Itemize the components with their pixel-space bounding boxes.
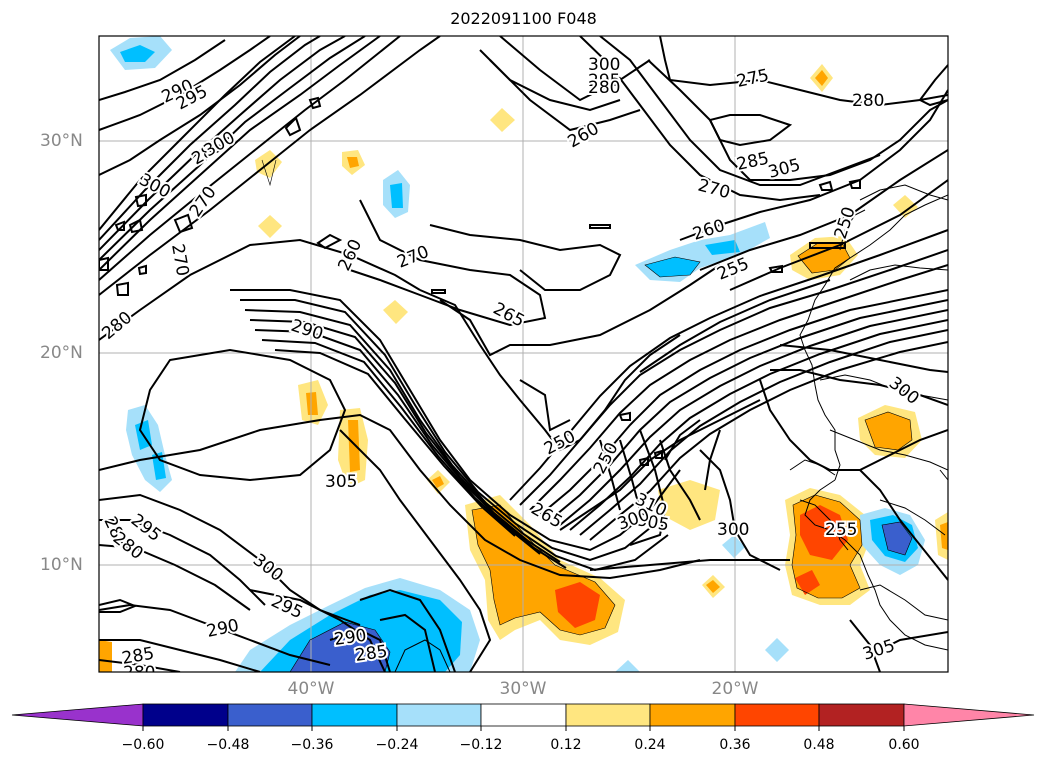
shading-blob bbox=[99, 640, 112, 672]
colorbar-segment bbox=[734, 703, 820, 727]
shading-blob bbox=[645, 257, 700, 277]
shading-blob bbox=[555, 582, 600, 628]
lat-label-30n: 30°N bbox=[40, 131, 83, 151]
colorbar-tick-marks bbox=[142, 726, 905, 731]
colorbar-high-extend bbox=[903, 703, 1035, 727]
shading-blob bbox=[722, 535, 745, 558]
contour-label: 300 bbox=[717, 520, 749, 540]
contour-label: 280 bbox=[123, 663, 155, 683]
contour-label: 295 bbox=[588, 71, 620, 91]
colorbar-segment bbox=[142, 703, 229, 727]
map-frame bbox=[98, 35, 949, 673]
shading-blob bbox=[658, 480, 720, 530]
colorbar-tick-label: 0.24 bbox=[634, 737, 666, 753]
shading-blob bbox=[383, 300, 408, 324]
lon-label-20w: 20°W bbox=[711, 679, 759, 699]
shading-blob bbox=[795, 570, 820, 595]
colorbar-segment bbox=[565, 703, 651, 727]
colorbar-tick-label: −0.12 bbox=[459, 737, 503, 753]
shading-blob bbox=[800, 505, 848, 560]
contour-label: 305 bbox=[325, 472, 357, 492]
colorbar-tick-label: −0.24 bbox=[375, 737, 419, 753]
colorbar-tick-label: 0.60 bbox=[888, 737, 920, 753]
shading-blob bbox=[865, 412, 912, 450]
shading-blob bbox=[882, 522, 912, 555]
colorbar-segment bbox=[818, 703, 905, 727]
shading-blob bbox=[615, 660, 640, 672]
shading-blob bbox=[390, 183, 403, 208]
map-plot-area: 300 295 290 280 275 280 260 285 270 265 … bbox=[99, 36, 948, 683]
gridlines bbox=[99, 36, 948, 672]
shading-blob bbox=[258, 215, 282, 238]
colorbar-tick-label: 0.12 bbox=[550, 737, 582, 753]
lat-label-20n: 20°N bbox=[40, 343, 83, 363]
shading-blob bbox=[290, 622, 390, 672]
colorbar-tick-label: 0.36 bbox=[719, 737, 751, 753]
colorbar-tick-label: −0.60 bbox=[121, 737, 165, 753]
colorbar-segment bbox=[649, 703, 736, 727]
lon-label-40w: 40°W bbox=[287, 679, 335, 699]
colorbar bbox=[11, 703, 1035, 727]
contour-label: 290 bbox=[205, 616, 241, 642]
shading-blob bbox=[706, 580, 720, 593]
shading-outlines bbox=[261, 159, 913, 672]
colorbar-segment bbox=[311, 703, 398, 727]
shading-blob bbox=[893, 195, 918, 218]
colorbar-tick-label: −0.48 bbox=[206, 737, 250, 753]
shading-blob bbox=[815, 70, 828, 86]
shading-blob bbox=[490, 108, 515, 132]
colorbar-tick-label: 0.48 bbox=[803, 737, 835, 753]
shading-blob bbox=[798, 243, 850, 273]
shading-blob bbox=[765, 638, 789, 662]
lon-label-30w: 30°W bbox=[499, 679, 547, 699]
map-title: 2022091100 F048 bbox=[450, 9, 597, 28]
shading-blob bbox=[705, 240, 740, 255]
colorbar-tick-label: −0.36 bbox=[290, 737, 334, 753]
shading-blob bbox=[348, 420, 360, 472]
shading-blob bbox=[152, 452, 166, 480]
colorbar-segment bbox=[227, 703, 313, 727]
shading-blob bbox=[306, 392, 318, 415]
shading-blob bbox=[940, 522, 948, 550]
colorbar-segment bbox=[480, 703, 567, 727]
colorbar-low-extend bbox=[11, 703, 144, 727]
shading-blob bbox=[120, 45, 155, 62]
contour-label: 255 bbox=[825, 520, 857, 540]
colorbar-segment bbox=[396, 703, 482, 727]
shading-blob bbox=[347, 157, 359, 168]
contour-lines bbox=[99, 36, 948, 672]
contour-label: 300 bbox=[588, 55, 620, 75]
shading-blob bbox=[432, 476, 444, 488]
contour-label: 280 bbox=[588, 78, 620, 98]
lat-label-10n: 10°N bbox=[40, 555, 83, 575]
contour-label: 280 bbox=[852, 91, 884, 111]
shading-layer bbox=[99, 36, 948, 672]
